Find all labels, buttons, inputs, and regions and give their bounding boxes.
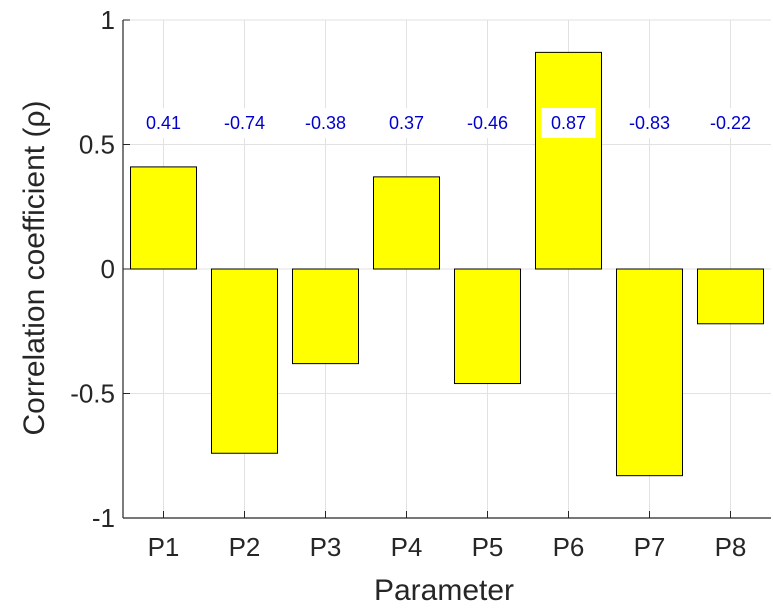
value-label-bg bbox=[541, 108, 596, 138]
value-label-p2: -0.74 bbox=[224, 113, 265, 133]
value-label-bg bbox=[698, 108, 763, 138]
value-label-p7: -0.83 bbox=[629, 113, 670, 133]
value-label-bg bbox=[212, 108, 277, 138]
bar-p3 bbox=[291, 268, 360, 365]
x-tick-label: P3 bbox=[310, 532, 342, 562]
y-axis-label: Correlation coefficient (ρ) bbox=[18, 101, 51, 436]
value-label-p5: -0.46 bbox=[467, 113, 508, 133]
y-tick-label: 0.5 bbox=[79, 130, 115, 160]
value-label-p8: -0.22 bbox=[710, 113, 751, 133]
bars bbox=[129, 51, 765, 477]
bar-p8 bbox=[696, 268, 765, 325]
value-label-p1: 0.41 bbox=[146, 113, 181, 133]
value-label-bg bbox=[293, 108, 358, 138]
value-label-p6: 0.87 bbox=[551, 113, 586, 133]
x-axis-label: Parameter bbox=[374, 574, 514, 607]
x-tick-label: P5 bbox=[472, 532, 504, 562]
x-tick-label: P7 bbox=[634, 532, 666, 562]
bar-p2 bbox=[210, 268, 279, 454]
bar-p7 bbox=[615, 268, 684, 477]
y-tick-label: -1 bbox=[92, 503, 115, 533]
x-tick-label: P4 bbox=[391, 532, 423, 562]
value-labels: 0.41 -0.74 -0.38 0.37 -0.46 0.87 -0.83 -0.22 bbox=[136, 108, 763, 138]
value-label-p4: 0.37 bbox=[389, 113, 424, 133]
bar-p6 bbox=[534, 51, 603, 270]
value-label-bg bbox=[617, 108, 682, 138]
y-tick-label: 1 bbox=[101, 5, 115, 35]
x-tick-label: P1 bbox=[148, 532, 180, 562]
value-label-bg bbox=[455, 108, 520, 138]
x-tick-label: P6 bbox=[553, 532, 585, 562]
axes bbox=[122, 19, 771, 519]
bar-p1 bbox=[129, 166, 198, 270]
tick-labels: -1 -0.5 0 0.5 1 P1 P2 P3 P4 P5 P6 P7 P8 bbox=[70, 5, 746, 562]
bar-p5 bbox=[453, 268, 522, 385]
y-tick-label: -0.5 bbox=[70, 379, 115, 409]
value-label-bg bbox=[379, 108, 434, 138]
bar-p4 bbox=[372, 176, 441, 270]
value-label-p3: -0.38 bbox=[305, 113, 346, 133]
x-tick-label: P2 bbox=[229, 532, 261, 562]
value-label-bg bbox=[136, 108, 191, 138]
x-tick-label: P8 bbox=[715, 532, 747, 562]
y-tick-label: 0 bbox=[101, 254, 115, 284]
